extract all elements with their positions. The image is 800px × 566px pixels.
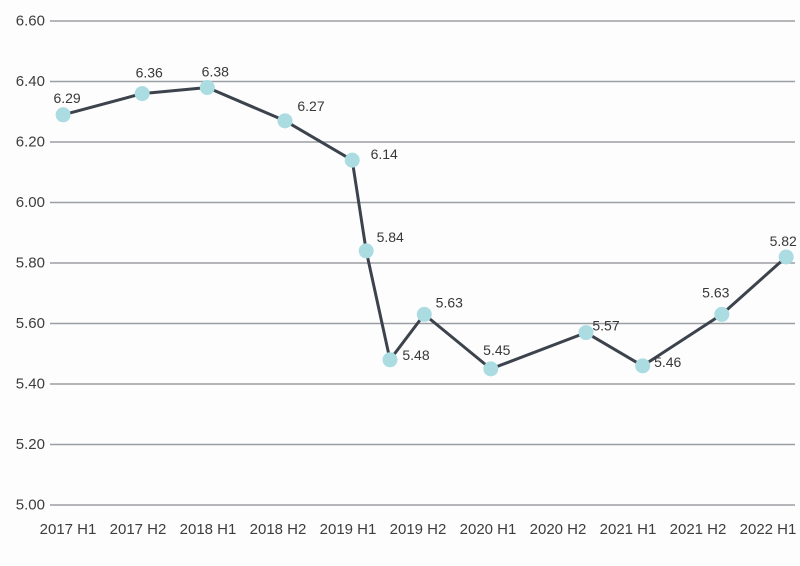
x-tick-label: 2021 H1	[600, 521, 657, 538]
data-point-marker	[199, 80, 215, 96]
x-tick-label: 2018 H1	[180, 521, 237, 538]
x-tick-label: 2019 H2	[390, 521, 447, 538]
y-tick-label: 5.80	[16, 255, 45, 272]
data-point-label: 5.48	[402, 347, 429, 363]
data-point-label: 6.38	[202, 64, 229, 80]
y-tick-label: 5.60	[16, 315, 45, 332]
y-tick-label: 5.00	[16, 497, 45, 514]
data-point-label: 5.45	[483, 342, 510, 358]
x-tick-label: 2019 H1	[320, 521, 377, 538]
y-tick-label: 6.20	[16, 134, 45, 151]
x-tick-label: 2022 H1	[740, 521, 797, 538]
data-point-marker	[578, 325, 594, 341]
data-point-marker	[714, 306, 730, 322]
x-tick-label: 2017 H2	[110, 521, 167, 538]
data-point-label: 5.84	[377, 229, 404, 245]
data-point-marker	[358, 243, 374, 259]
x-tick-label: 2017 H1	[40, 521, 97, 538]
data-point-label: 6.27	[297, 98, 324, 114]
data-point-marker	[134, 86, 150, 102]
y-tick-label: 6.00	[16, 194, 45, 211]
series-line	[61, 86, 788, 371]
data-point-marker	[382, 352, 398, 368]
data-point-marker	[483, 361, 499, 377]
data-point-marker	[55, 107, 71, 123]
data-point-label: 6.14	[371, 146, 398, 162]
data-point-marker	[416, 306, 432, 322]
data-point-label: 6.36	[136, 65, 163, 81]
y-tick-label: 5.20	[16, 436, 45, 453]
y-tick-label: 6.60	[16, 13, 45, 30]
x-tick-label: 2020 H2	[530, 521, 587, 538]
x-tick-label: 2021 H2	[670, 521, 727, 538]
data-point-label: 5.46	[654, 354, 681, 370]
data-point-label: 6.29	[53, 90, 80, 106]
y-tick-label: 6.40	[16, 73, 45, 90]
y-tick-label: 5.40	[16, 376, 45, 393]
data-point-label: 5.63	[702, 284, 729, 300]
data-point-label: 5.63	[436, 294, 463, 310]
x-tick-label: 2020 H1	[460, 521, 517, 538]
x-tick-label: 2018 H2	[250, 521, 307, 538]
data-point-label: 5.57	[592, 318, 619, 334]
data-point-marker	[778, 249, 794, 265]
data-point-marker	[635, 358, 651, 374]
data-point-marker	[277, 113, 293, 129]
data-point-label: 5.82	[770, 233, 797, 249]
data-point-marker	[344, 152, 360, 168]
